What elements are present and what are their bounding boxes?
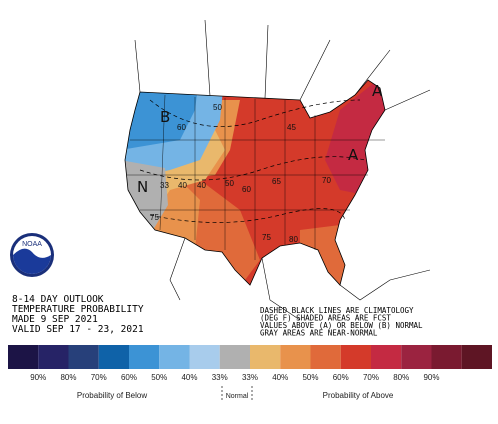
contour-label: 65	[272, 177, 281, 186]
region-letter: N	[137, 178, 148, 196]
note-text: GRAY AREAS ARE NEAR-NORMAL	[260, 329, 378, 338]
legend-label: 70%	[91, 373, 107, 382]
legend-label: 90%	[423, 373, 439, 382]
legend-label: 33%	[242, 373, 258, 382]
outlook-text: MADE 9 SEP 2021	[12, 314, 98, 325]
contour-label: 75	[262, 233, 271, 242]
noaa-logo: NOAA	[10, 233, 54, 277]
normal-divider	[221, 386, 253, 402]
us-outline	[124, 79, 386, 286]
contour-label: 75	[150, 213, 159, 222]
contour-label: 40	[178, 181, 187, 190]
legend-label: 40%	[272, 373, 288, 382]
legend-caption: Probability of Above	[323, 391, 394, 400]
legend-label: 90%	[30, 373, 46, 382]
legend-swatch	[461, 345, 492, 369]
legend-label: 40%	[181, 373, 197, 382]
legend-swatch	[98, 345, 129, 369]
legend-label: 33%	[212, 373, 228, 382]
note-text: DASHED BLACK LINES ARE CLIMATOLOGY	[260, 306, 414, 315]
outlook-text: TEMPERATURE PROBABILITY	[12, 304, 144, 315]
region-letter: B	[160, 108, 170, 126]
legend-swatch	[159, 345, 190, 369]
legend-swatch	[310, 345, 341, 369]
legend-swatch	[189, 345, 220, 369]
contour-label: 33	[160, 181, 169, 190]
region-letter: A	[348, 146, 359, 164]
contour-label: 70	[322, 176, 331, 185]
region-letter: A	[372, 82, 383, 100]
legend-swatch	[401, 345, 432, 369]
legend-swatch	[219, 345, 250, 369]
legend-swatch	[38, 345, 69, 369]
contour-label: 40	[197, 181, 206, 190]
legend-swatch	[280, 345, 311, 369]
note-text: VALUES ABOVE (A) OR BELOW (B) NORMAL	[260, 321, 423, 330]
legend-label: 60%	[121, 373, 137, 382]
climatology-lines	[139, 99, 366, 223]
note-text: (DEG F) SHADED AREAS ARE FCST	[260, 314, 391, 323]
legend-caption: Normal	[226, 393, 249, 400]
contour-label: 50	[213, 103, 222, 112]
legend-swatch	[431, 345, 462, 369]
legend-swatch	[250, 345, 281, 369]
legend-label: 80%	[393, 373, 409, 382]
outlook-text: 8-14 DAY OUTLOOK	[12, 294, 104, 305]
background-lines	[134, 19, 431, 321]
contour-label: 50	[225, 179, 234, 188]
legend-label: 60%	[333, 373, 349, 382]
legend-caption: Probability of Below	[77, 391, 147, 400]
contour-label: 60	[242, 185, 251, 194]
legend-label: 50%	[302, 373, 318, 382]
legend-swatch	[129, 345, 160, 369]
state-lines	[127, 94, 385, 260]
legend-label: 50%	[151, 373, 167, 382]
logo-text: NOAA	[22, 241, 42, 248]
legend-swatch	[371, 345, 402, 369]
legend-swatch	[68, 345, 99, 369]
legend-swatch	[340, 345, 371, 369]
contour-label: 60	[177, 123, 186, 132]
outlook-text: VALID SEP 17 - 23, 2021	[12, 324, 144, 335]
contour-label: 80	[289, 235, 298, 244]
legend-swatch	[8, 345, 39, 369]
legend-label: 80%	[60, 373, 76, 382]
legend-label: 70%	[363, 373, 379, 382]
contour-label: 45	[287, 123, 296, 132]
